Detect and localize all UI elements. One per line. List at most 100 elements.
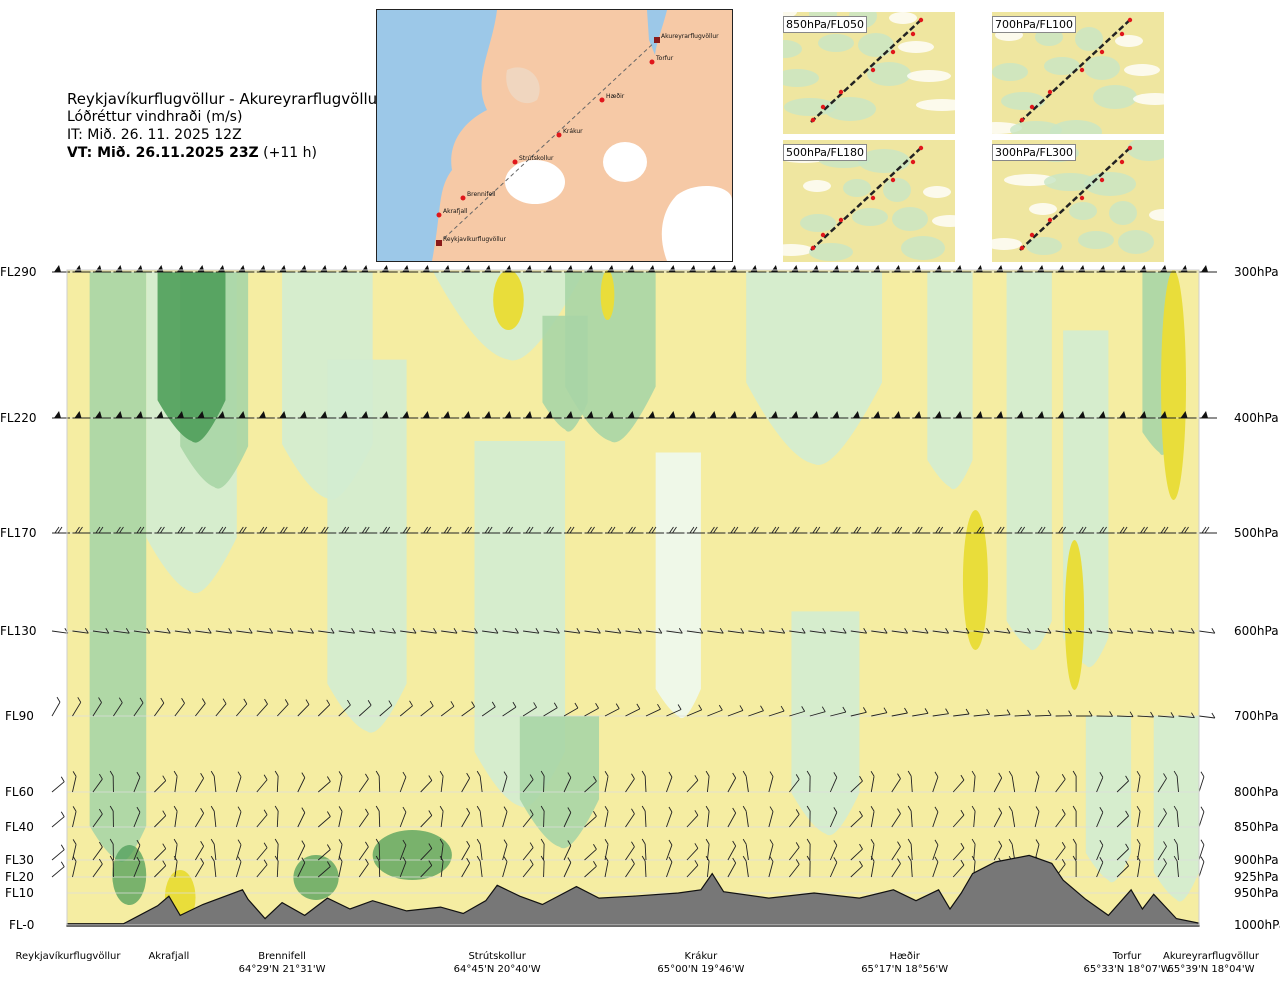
wind-barb — [1117, 411, 1136, 419]
wind-barb — [1157, 808, 1167, 828]
wind-barb — [1008, 770, 1016, 793]
wind-barb — [686, 627, 704, 634]
wind-barb — [1034, 806, 1040, 828]
wind-barb — [399, 771, 407, 793]
wind-barb — [1116, 843, 1129, 861]
valid-time: VT: Mið. 26.11.2025 23Z (+11 h) — [67, 144, 383, 162]
wind-barb — [604, 771, 609, 793]
wind-barb — [748, 627, 765, 634]
wind-barb — [543, 627, 560, 634]
field-region — [655, 452, 701, 719]
y-label-right: 850hPa — [1234, 820, 1279, 834]
wind-barb — [1035, 526, 1054, 534]
y-label-right: 1000hPa — [1234, 918, 1280, 932]
wind-barb — [564, 411, 583, 419]
wind-barb — [604, 856, 609, 878]
wind-barb — [768, 526, 787, 534]
wind-barb — [375, 838, 381, 861]
y-label-right: 900hPa — [1234, 853, 1279, 867]
wind-barb — [1157, 773, 1167, 793]
y-label-left: FL60 — [5, 785, 34, 799]
wind-barb — [502, 771, 508, 793]
wind-barb — [1116, 860, 1129, 878]
wind-barb — [768, 806, 774, 828]
wind-barb — [584, 703, 599, 717]
wind-barb — [1096, 807, 1104, 828]
route-title: Reykjavíkurflugvöllur - Akureyrarflugvöl… — [67, 90, 384, 108]
wind-barb — [973, 709, 990, 717]
wind-barb — [317, 811, 331, 828]
wind-barb — [502, 856, 508, 878]
map-point-label: Torfur — [655, 55, 674, 62]
wind-barb — [564, 526, 583, 534]
wind-barb — [173, 770, 178, 793]
wind-barb — [358, 841, 369, 861]
wind-barb — [420, 411, 439, 419]
wind-barb — [830, 526, 849, 534]
wind-barb — [1198, 806, 1205, 828]
wind-barb — [1178, 627, 1195, 634]
wind-barb — [707, 411, 726, 419]
wind-barb — [109, 770, 114, 793]
wind-barb — [1072, 770, 1077, 792]
wind-barb — [707, 627, 724, 634]
wind-barb — [277, 627, 294, 634]
field-region — [89, 272, 147, 862]
wind-barb — [502, 411, 521, 419]
wind-barb — [92, 411, 111, 419]
wind-barb — [420, 700, 434, 717]
sea-west — [377, 10, 497, 261]
wind-barb — [113, 627, 130, 634]
wind-barb — [210, 855, 217, 878]
wind-barb — [317, 861, 331, 878]
x-label-coord: 64°45'N 20°40'W — [453, 964, 541, 975]
wind-barb — [72, 771, 77, 793]
x-label-name: Akureyrarflugvöllur — [1162, 951, 1259, 962]
wind-barb — [297, 627, 315, 634]
y-label-left: FL40 — [5, 820, 34, 834]
wind-barb — [830, 411, 849, 419]
glacier-hofsjokull — [603, 142, 647, 182]
updraft-core — [1064, 540, 1085, 690]
wind-barb — [912, 708, 929, 717]
wind-barb — [51, 776, 65, 793]
wind-barb — [1096, 772, 1104, 793]
y-label-right: 950hPa — [1234, 886, 1279, 900]
y-label-left: FL-0 — [9, 918, 35, 932]
wind-barb — [461, 701, 475, 717]
wind-barb — [994, 709, 1011, 717]
wind-barb — [195, 411, 214, 419]
wind-barb — [92, 841, 103, 861]
wind-barb — [1014, 709, 1032, 717]
wind-barb — [727, 526, 746, 534]
wind-barb — [604, 627, 622, 634]
wind-barb — [476, 855, 483, 878]
wind-barb — [604, 703, 620, 717]
wind-barb — [502, 839, 508, 861]
wind-barb — [809, 627, 827, 634]
wind-barb — [563, 857, 572, 878]
wind-barb — [154, 775, 167, 793]
wind-barb — [72, 856, 77, 878]
wind-barb — [806, 855, 811, 878]
wind-barb — [400, 526, 419, 534]
wind-barb — [1137, 627, 1154, 634]
wind-barb — [1014, 411, 1033, 419]
wind-barb — [256, 842, 268, 861]
wind-barb — [375, 770, 381, 793]
wind-barb — [641, 838, 647, 861]
map-point-label: Krákur — [563, 128, 583, 135]
field-region — [565, 272, 656, 443]
wind-barb — [768, 771, 774, 793]
terrain-profile — [66, 854, 1200, 927]
wind-barb — [932, 839, 939, 861]
wind-barb — [1116, 810, 1129, 828]
field-region — [1006, 272, 1052, 651]
wind-barb — [1096, 526, 1115, 534]
wind-barb — [686, 843, 699, 861]
wind-barb — [1198, 839, 1205, 861]
wind-barb — [481, 701, 496, 717]
wind-barb — [154, 810, 167, 828]
wind-barb — [256, 698, 268, 717]
wind-barb — [113, 526, 132, 534]
